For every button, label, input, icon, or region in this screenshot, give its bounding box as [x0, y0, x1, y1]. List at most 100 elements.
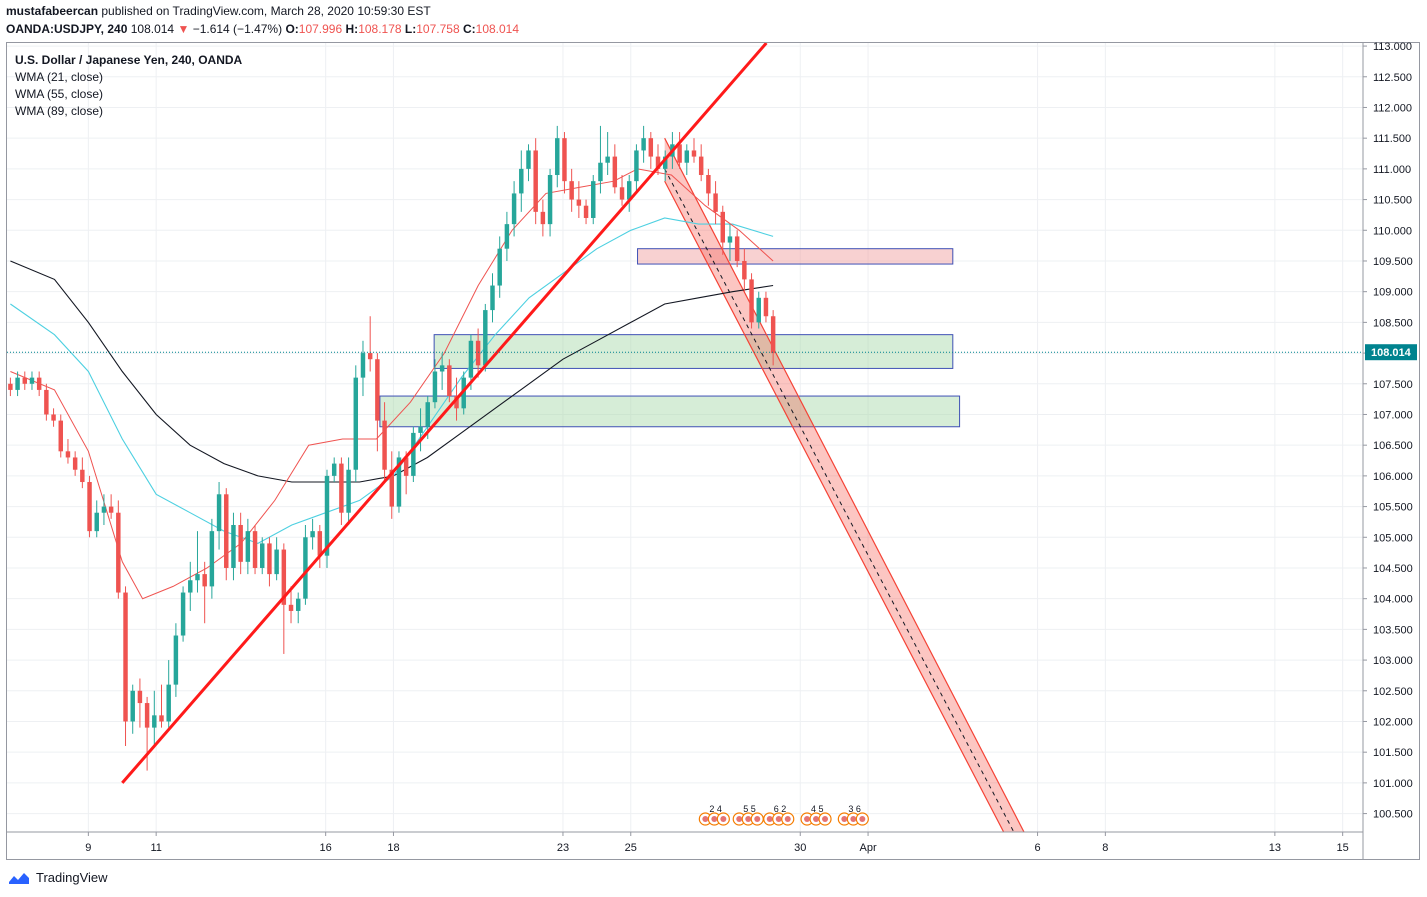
candle-body: [224, 494, 229, 568]
last-price: 108.014: [130, 22, 175, 36]
event-flag-dot: [804, 816, 811, 822]
event-flag-dot: [859, 816, 866, 822]
candle: [677, 132, 682, 169]
price-tick-label: 111.500: [1373, 133, 1411, 145]
candle-body: [403, 457, 409, 476]
candle: [310, 518, 315, 550]
candle-body: [94, 512, 99, 532]
event-flag-dot: [736, 816, 743, 822]
candle: [432, 359, 438, 409]
candle: [396, 451, 402, 513]
current-price-tag: [1365, 344, 1417, 361]
candle: [231, 512, 236, 581]
current-price-tag-label: 108.014: [1371, 347, 1412, 359]
candle: [411, 426, 416, 483]
time-tick-label: 23: [557, 842, 569, 854]
low-value: 107.758: [416, 22, 460, 36]
down-arrow-icon: ▼: [177, 22, 190, 36]
price-tick-label: 104.000: [1373, 594, 1413, 606]
candle: [439, 353, 445, 390]
event-flag-dot: [745, 816, 752, 822]
candle-body: [742, 260, 747, 280]
support-zone: [379, 395, 961, 428]
candle-body: [339, 463, 344, 513]
candle: [626, 175, 632, 212]
candle: [490, 273, 495, 323]
event-count-label: 5 5: [743, 804, 756, 814]
price-tick-label: 110.500: [1373, 195, 1412, 207]
event-flag-dot: [702, 816, 709, 822]
candle-body: [461, 377, 466, 409]
candle-body: [519, 168, 524, 194]
candle-body: [173, 635, 179, 685]
candle-body: [763, 297, 769, 317]
event-count-label: 3 6: [848, 804, 861, 814]
candle-body: [533, 150, 538, 212]
candle-body: [540, 211, 546, 225]
legend-wma21[interactable]: WMA (21, close): [15, 70, 104, 84]
candle-body: [619, 187, 625, 200]
author-name[interactable]: mustafabeercan: [6, 4, 99, 18]
candle-body: [22, 377, 28, 384]
candle-body: [562, 138, 567, 182]
candle-body: [612, 156, 618, 188]
candle-body: [87, 482, 92, 532]
candle-body: [36, 377, 42, 390]
candle-body: [655, 156, 661, 169]
candle: [763, 291, 769, 323]
wma89-line: [10, 260, 774, 483]
candle: [504, 211, 510, 261]
candle-body: [44, 389, 49, 415]
chart-frame[interactable]: [6, 42, 1420, 860]
time-tick-label: 13: [1269, 842, 1281, 854]
close-label: C:: [462, 22, 476, 36]
price-tick-label: 112.500: [1373, 72, 1412, 84]
legend-wma89[interactable]: WMA (89, close): [15, 104, 104, 118]
candle: [346, 457, 351, 525]
published-text: published on TradingView.com, March 28, …: [98, 4, 431, 18]
candle: [655, 144, 661, 176]
tradingview-logo-icon[interactable]: [8, 871, 30, 885]
close-value: 108.014: [475, 22, 520, 36]
candle: [94, 500, 99, 538]
candle: [526, 144, 531, 182]
price-tick-label: 105.500: [1373, 502, 1413, 514]
candle-body: [195, 574, 200, 581]
candle: [144, 696, 150, 771]
legend-wma55[interactable]: WMA (55, close): [15, 87, 104, 101]
candle: [375, 353, 380, 452]
candle: [562, 132, 567, 194]
candle: [58, 414, 63, 458]
candle-body: [360, 353, 366, 378]
candle-body: [447, 365, 452, 397]
candle-body: [267, 543, 272, 575]
footer: TradingView: [8, 870, 108, 885]
time-tick-label: 9: [85, 842, 91, 854]
candle-body: [706, 175, 711, 194]
footer-brand[interactable]: TradingView: [36, 870, 108, 885]
price-tick-label: 113.000: [1373, 41, 1412, 53]
time-tick-label: 6: [1034, 842, 1040, 854]
price-tick-label: 104.500: [1373, 563, 1413, 575]
chart-legend: U.S. Dollar / Japanese Yen, 240, OANDA W…: [15, 52, 242, 120]
candle: [605, 132, 610, 176]
candle-body: [432, 371, 438, 403]
candle: [295, 592, 301, 624]
candle-body: [418, 426, 423, 433]
event-flag-dot: [850, 816, 857, 822]
candle-body: [367, 353, 373, 360]
candle-body: [137, 690, 143, 704]
candle: [22, 371, 28, 390]
symbol-label: OANDA:USDJPY, 240: [6, 22, 128, 36]
candle-body: [439, 365, 445, 372]
candle-body: [555, 138, 560, 176]
candle-body: [123, 592, 128, 722]
candle-body: [504, 224, 510, 249]
event-flag-dot: [775, 816, 782, 822]
economic-events: 2 4 5 5 6 2 4 5 3 6: [698, 804, 869, 826]
candle: [641, 125, 646, 163]
candle: [152, 690, 157, 747]
price-tick-label: 109.500: [1373, 256, 1413, 268]
candle-body: [324, 475, 330, 556]
